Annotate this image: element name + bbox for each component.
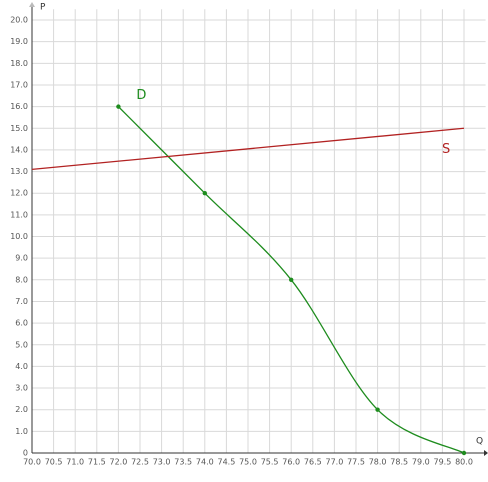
y-tick-label: 0 [23, 449, 28, 458]
x-tick-label: 70.5 [45, 458, 63, 467]
series-label: S [442, 142, 450, 157]
y-tick-label: 15.0 [10, 124, 28, 133]
y-tick-label: 11.0 [10, 210, 28, 219]
x-tick-label: 78.0 [369, 458, 387, 467]
x-tick-label: 77.0 [325, 458, 343, 467]
y-tick-label: 7.0 [15, 297, 28, 306]
y-tick-label: 10.0 [10, 232, 28, 241]
y-tick-label: 17.0 [10, 80, 28, 89]
x-tick-label: 76.5 [304, 458, 322, 467]
y-tick-label: 9.0 [15, 254, 28, 263]
y-tick-label: 20.0 [10, 16, 28, 25]
y-tick-label: 13.0 [10, 167, 28, 176]
x-axis-label: Q [476, 437, 483, 447]
y-tick-label: 6.0 [15, 319, 28, 328]
point [289, 277, 294, 283]
x-tick-label: 76.0 [282, 458, 300, 467]
series-label: D [136, 88, 146, 103]
series-line [31, 127, 465, 171]
x-tick-label: 75.0 [239, 458, 257, 467]
x-tick-label: 75.5 [261, 458, 279, 467]
y-tick-label: 2.0 [15, 405, 28, 414]
y-tick-label: 3.0 [15, 384, 28, 393]
x-tick-label: 79.0 [412, 458, 430, 467]
point [116, 104, 121, 109]
x-tick-label: 78.5 [390, 458, 408, 467]
y-tick-label: 12.0 [10, 189, 28, 198]
x-tick-label: 71.0 [66, 458, 84, 467]
x-axis-arrow [484, 450, 488, 456]
x-tick-label: 77.5 [347, 458, 365, 467]
y-tick-label: 4.0 [15, 362, 28, 371]
x-tick-label: 73.0 [153, 458, 171, 467]
x-tick-label: 72.5 [131, 458, 149, 467]
x-tick-label: 72.0 [109, 458, 127, 467]
x-tick-label: 74.5 [217, 458, 235, 467]
x-tick-label: 71.5 [88, 458, 106, 467]
x-tick-label: 73.5 [174, 458, 192, 467]
point [202, 191, 207, 196]
y-tick-label: 5.0 [15, 340, 28, 349]
x-tick-label: 79.5 [433, 458, 451, 467]
point [375, 407, 380, 412]
x-tick-label: 80.0 [455, 458, 473, 467]
y-axis-arrow [29, 2, 35, 7]
y-tick-label: 1.0 [15, 427, 28, 436]
y-tick-label: 14.0 [10, 145, 28, 154]
y-tick-label: 8.0 [15, 275, 28, 284]
y-tick-label: 18.0 [10, 59, 28, 68]
x-tick-label: 70.0 [23, 458, 41, 467]
x-tick-label: 74.0 [196, 458, 214, 467]
y-tick-label: 16.0 [10, 102, 28, 111]
y-axis-label: P [40, 3, 46, 13]
y-tick-label: 19.0 [10, 37, 28, 46]
point [461, 450, 467, 456]
